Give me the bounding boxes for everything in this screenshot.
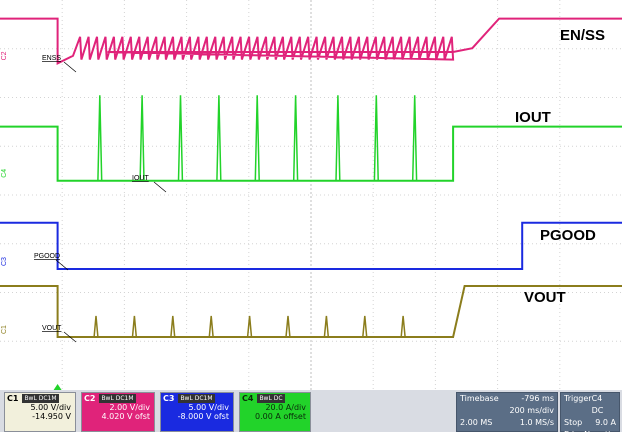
series-label: EN/SS [560,27,605,44]
probe-label: VOUT [42,325,62,332]
spike [285,315,291,338]
channel-2-scale: 2.00 V/div [109,403,150,412]
spike [323,315,330,338]
channel-4-id: C4 [242,393,254,403]
spike [292,95,299,181]
spike [400,315,406,338]
timebase-memory: 2.00 MS [460,418,493,427]
spike [97,95,103,181]
channel-1-offset: -14.950 V [32,412,71,421]
spike [177,95,184,181]
trace-en-ss [0,17,622,66]
channel-3-box[interactable]: C3 BwL DC1M 5.00 V/div -8.000 V ofst [160,392,234,432]
channel-2-box[interactable]: C2 BwL DC1M 2.00 V/div 4.020 V ofst [81,392,155,432]
timebase-box[interactable]: Timebase -796 ms 200 ms/div 2.00 MS 1.0 MS… [456,392,558,432]
probe-label: PGOOD [34,253,60,260]
channel-marker: C3 [1,257,8,266]
channel-2-tag: BwL DC1M [99,393,136,403]
trace-vout [0,285,622,338]
channel-2-id: C2 [84,393,96,403]
trigger-type: Edge [564,430,585,439]
probe-label: IOUT [132,175,149,182]
series-label: VOUT [524,289,566,306]
series-label: PGOOD [540,227,596,244]
probe-leader [55,259,69,271]
channel-1-scale: 5.00 V/div [30,403,71,412]
timebase-label: Timebase [460,394,499,403]
spike [139,95,145,181]
channel-2-offset: 4.020 V ofst [101,412,150,421]
trigger-marker [53,384,62,390]
timebase-delay: -796 ms [521,394,554,403]
spike [362,315,368,338]
timebase-per-div: 200 ms/div [509,406,554,415]
channel-4-box[interactable]: C4 BwL DC 20.0 A/div 0.00 A offset [239,392,311,432]
spike [131,315,138,338]
oscilloscope-screen: EN/SS ENSS C2 IOUT IOUT C4 PGOOD PGOOD C3 VOUT VOU… [0,0,622,390]
channel-3-scale: 5.00 V/div [188,403,229,412]
spike [246,315,253,338]
channel-1-tag: BwL DC1M [22,393,59,403]
trigger-source: C4 DC [591,394,604,415]
spike [216,95,222,181]
trigger-mode: Stop [564,418,583,427]
trace-labels: EN/SS ENSS C2 IOUT IOUT C4 PGOOD PGOOD C3 VOUT VOU… [1,27,605,390]
channel-1-id: C1 [7,393,19,403]
probe-label: ENSS [42,55,61,62]
timebase-rate: 1.0 MS/s [519,418,554,427]
probe-leader [63,61,77,73]
trigger-label: Trigger [564,394,592,403]
channel-4-offset: 0.00 A offset [254,412,306,421]
channel-3-tag: BwL DC1M [178,393,215,403]
spike [208,315,214,338]
trigger-box[interactable]: Trigger C4 DC Stop 9.0 A Edge Negative [560,392,620,439]
spike [170,315,176,338]
spike [373,95,379,181]
spike [335,95,341,181]
series-label: IOUT [515,109,551,126]
probe-leader [63,331,77,343]
channel-4-scale: 20.0 A/div [265,403,306,412]
channel-marker: C4 [1,169,8,178]
spike [411,95,418,181]
spike [93,315,99,338]
trace-pgood [0,221,622,270]
trigger-level: 9.0 A [595,418,616,427]
channel-marker: C1 [1,325,8,334]
spike [254,95,260,181]
trigger-slope: Negative [584,430,621,439]
channel-3-offset: -8.000 V ofst [177,412,229,421]
channel-3-id: C3 [163,393,175,403]
channel-1-box[interactable]: C1 BwL DC1M 5.00 V/div -14.950 V [4,392,76,432]
channel-marker: C2 [1,51,8,60]
traces [0,17,622,338]
probe-leader [153,181,167,193]
channel-4-tag: BwL DC [257,393,285,403]
